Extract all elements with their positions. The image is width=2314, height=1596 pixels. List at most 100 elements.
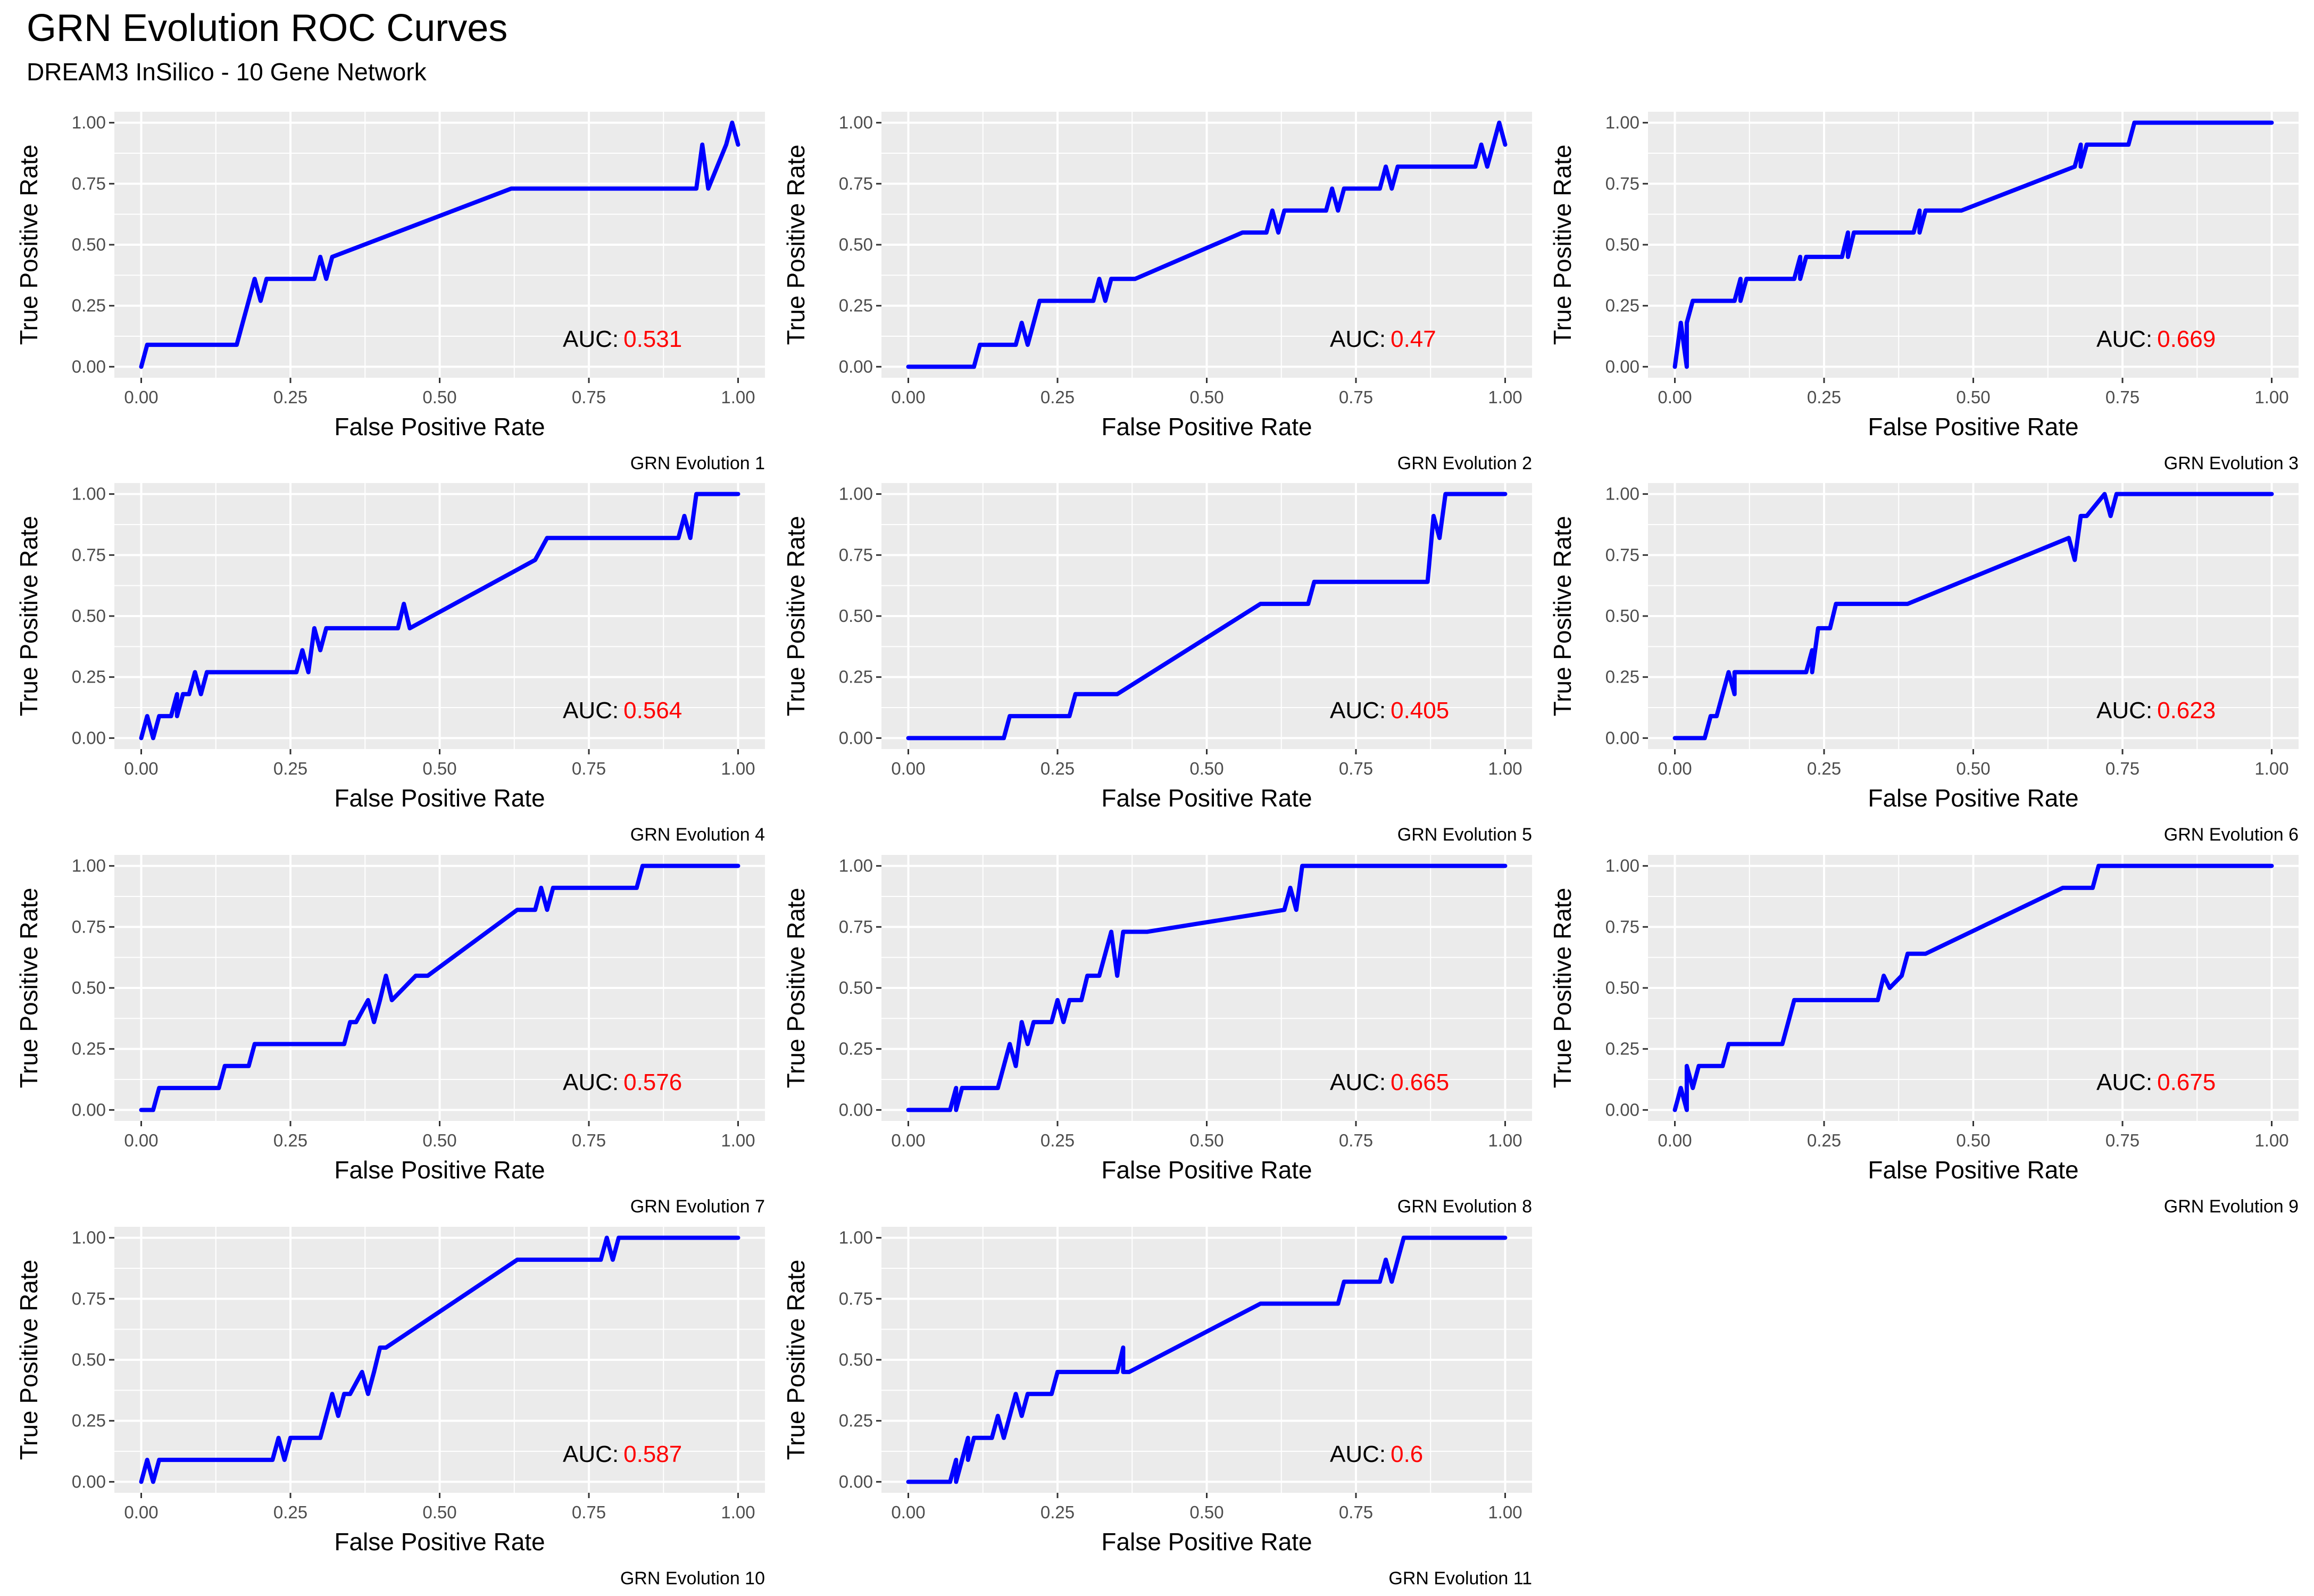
y-tick-label: 0.25: [72, 296, 106, 315]
x-axis-label: False Positive Rate: [1868, 413, 2078, 440]
auc-value: 0.6: [1391, 1441, 1423, 1467]
x-tick-label: 0.00: [1658, 759, 1692, 778]
panel-caption: GRN Evolution 4: [630, 825, 765, 845]
panel-caption: GRN Evolution 7: [630, 1196, 765, 1217]
y-tick-label: 0.00: [72, 356, 106, 376]
x-axis-label: False Positive Rate: [1101, 784, 1312, 812]
x-tick-label: 0.25: [1041, 1502, 1075, 1522]
y-tick-label: 1.00: [1605, 856, 1639, 876]
y-tick-label: 0.25: [1605, 1039, 1639, 1059]
x-tick-label: 0.25: [1807, 759, 1841, 778]
x-tick-label: 0.50: [422, 387, 456, 407]
x-tick-label: 1.00: [721, 1502, 755, 1522]
x-tick-label: 0.75: [2105, 387, 2140, 407]
roc-curve: [139, 492, 740, 741]
x-tick-label: 1.00: [1488, 387, 1522, 407]
x-tick-label: 0.75: [572, 1502, 606, 1522]
x-axis-label: False Positive Rate: [1101, 413, 1312, 440]
x-tick-label: 0.50: [1189, 1130, 1223, 1150]
x-tick-label: 0.00: [891, 1130, 925, 1150]
panel-caption: GRN Evolution 11: [1388, 1568, 1532, 1589]
auc-label: AUC:: [2096, 326, 2152, 352]
x-tick-label: 0.50: [422, 759, 456, 778]
x-tick-label: 0.75: [572, 387, 606, 407]
auc-label: AUC:: [563, 1069, 619, 1095]
y-tick-label: 0.75: [839, 1289, 873, 1308]
y-tick-label: 0.25: [839, 1411, 873, 1431]
y-axis-label: True Positive Rate: [1549, 516, 1576, 717]
y-tick-label: 0.00: [839, 356, 873, 376]
y-tick-label: 1.00: [72, 1228, 106, 1248]
x-tick-label: 1.00: [721, 1130, 755, 1150]
y-tick-label: 1.00: [72, 856, 106, 876]
roc-panel-9: 0.00 0.25 0.50 0.75 1.00 0.00 0.25 0.50 0.75 1.00…: [1549, 855, 2299, 1217]
y-tick-label: 0.25: [1605, 296, 1639, 315]
x-tick-label: 0.50: [422, 1502, 456, 1522]
y-tick-label: 1.00: [1605, 113, 1639, 132]
roc-curve: [1672, 863, 2274, 1112]
y-tick-label: 0.75: [72, 173, 106, 193]
x-tick-label: 0.25: [273, 387, 307, 407]
x-tick-label: 0.00: [124, 1130, 158, 1150]
auc-label: AUC:: [2096, 697, 2152, 724]
y-tick-label: 1.00: [839, 113, 873, 132]
y-tick-label: 0.50: [1605, 606, 1639, 626]
x-axis-label: False Positive Rate: [1101, 1528, 1312, 1556]
y-axis-label: True Positive Rate: [1549, 888, 1576, 1088]
y-tick-label: 1.00: [72, 484, 106, 504]
y-tick-label: 0.75: [1605, 173, 1639, 193]
auc-value: 0.587: [623, 1441, 682, 1467]
roc-panel-10: 0.00 0.25 0.50 0.75 1.00 0.00 0.25 0.50 0.75 1.00…: [15, 1227, 765, 1589]
y-axis-label: True Positive Rate: [15, 516, 43, 717]
x-tick-label: 0.50: [1956, 387, 1990, 407]
y-tick-label: 1.00: [839, 484, 873, 504]
auc-value: 0.531: [623, 326, 682, 352]
y-axis-label: True Positive Rate: [1549, 145, 1576, 345]
x-tick-label: 0.00: [1658, 1130, 1692, 1150]
x-tick-label: 1.00: [721, 759, 755, 778]
x-tick-label: 0.25: [273, 1130, 307, 1150]
auc-value: 0.564: [623, 697, 682, 724]
panel-caption: GRN Evolution 2: [1397, 453, 1532, 473]
panel-caption: GRN Evolution 5: [1397, 825, 1532, 845]
y-tick-label: 0.00: [1605, 1100, 1639, 1119]
y-tick-label: 0.50: [1605, 235, 1639, 254]
auc-value: 0.47: [1391, 326, 1436, 352]
y-tick-label: 0.25: [839, 667, 873, 687]
x-tick-label: 0.50: [1956, 1130, 1990, 1150]
y-tick-label: 0.25: [72, 1039, 106, 1059]
roc-panel-2: 0.00 0.25 0.50 0.75 1.00 0.00 0.25 0.50 0.75 1.00…: [782, 112, 1532, 473]
x-tick-label: 0.00: [124, 759, 158, 778]
roc-panel-4: 0.00 0.25 0.50 0.75 1.00 0.00 0.25 0.50 0.75 1.00…: [15, 483, 765, 845]
y-tick-label: 1.00: [839, 856, 873, 876]
y-tick-label: 0.75: [72, 1289, 106, 1308]
roc-panel-1: 0.00 0.25 0.50 0.75 1.00 0.00 0.25 0.50 0.75 1.00…: [15, 112, 765, 473]
x-tick-label: 0.00: [891, 1502, 925, 1522]
y-tick-label: 0.00: [1605, 728, 1639, 747]
x-tick-label: 0.75: [572, 1130, 606, 1150]
roc-panel-8: 0.00 0.25 0.50 0.75 1.00 0.00 0.25 0.50 0.75 1.00…: [782, 855, 1532, 1217]
auc-label: AUC:: [1330, 697, 1386, 724]
panel-caption: GRN Evolution 10: [620, 1568, 765, 1589]
y-axis-label: True Positive Rate: [782, 145, 810, 345]
y-axis-label: True Positive Rate: [15, 145, 43, 345]
roc-curve: [906, 1235, 1508, 1484]
y-tick-label: 0.00: [1605, 356, 1639, 376]
roc-curve: [906, 120, 1508, 369]
y-tick-label: 0.50: [72, 1350, 106, 1369]
auc-value: 0.665: [1391, 1069, 1449, 1095]
y-axis-label: True Positive Rate: [15, 1260, 43, 1460]
x-axis-label: False Positive Rate: [1868, 1156, 2078, 1184]
x-tick-label: 0.00: [1658, 387, 1692, 407]
auc-value: 0.405: [1391, 697, 1449, 724]
y-tick-label: 0.50: [839, 606, 873, 626]
panel-caption: GRN Evolution 3: [2164, 453, 2299, 473]
x-tick-label: 1.00: [2254, 1130, 2288, 1150]
roc-curve: [139, 1235, 740, 1484]
panel-caption: GRN Evolution 9: [2164, 1196, 2299, 1217]
roc-curve: [1672, 492, 2274, 741]
y-tick-label: 0.75: [839, 917, 873, 936]
panel-caption: GRN Evolution 6: [2164, 825, 2299, 845]
y-tick-label: 0.25: [1605, 667, 1639, 687]
y-tick-label: 0.00: [839, 1472, 873, 1491]
